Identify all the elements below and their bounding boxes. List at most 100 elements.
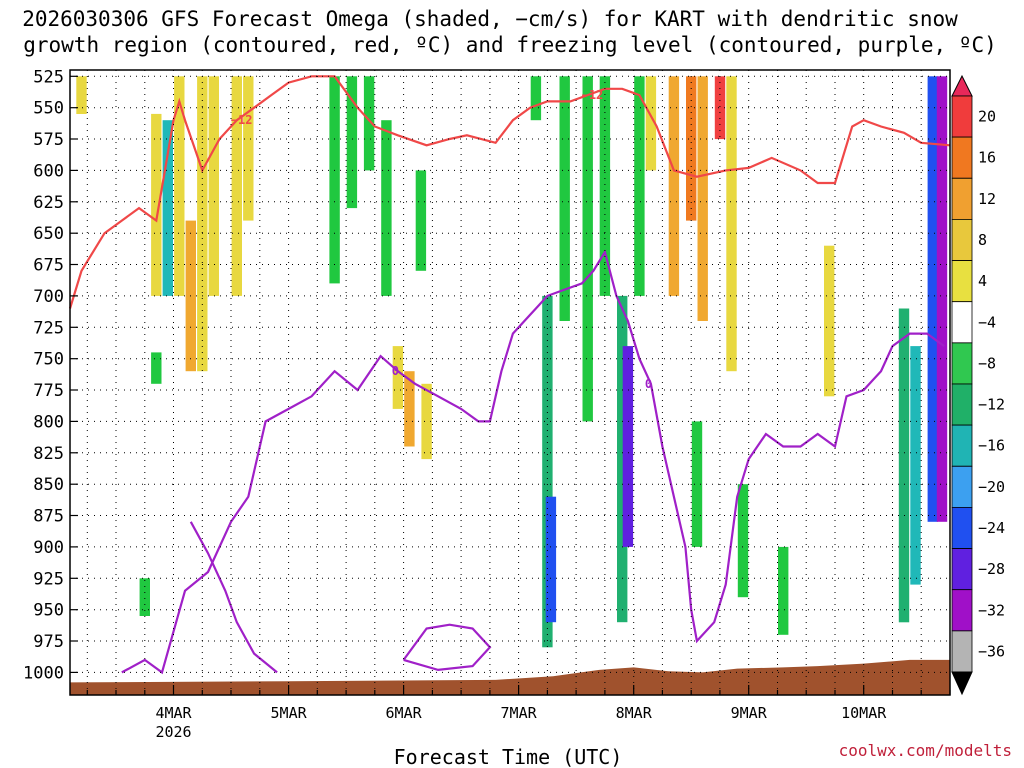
colorbar-label-10: −24 (978, 519, 1005, 537)
omega-cell-36 (778, 546, 789, 635)
omega-cell-37 (824, 245, 835, 397)
colorbar: 20 16 12 8 4 −4 −8 −12 −16 −20 −24 −28 −32 −36 (951, 74, 1005, 696)
omega-cell-8 (243, 76, 254, 221)
omega-cell-16 (404, 371, 415, 447)
freezing-level-lower-contour (189, 521, 278, 674)
colorbar-segment-9 (951, 465, 973, 508)
colorbar-label-13: −36 (978, 642, 1005, 660)
watermark: coolwx.com/modelts (839, 741, 1012, 760)
chart-title-line1: 2026030306 GFS Forecast Omega (shaded, −… (22, 7, 958, 31)
colorbar-segment-5 (951, 301, 973, 344)
colorbar-bottom-arrow (951, 671, 973, 696)
colorbar-label-8: −16 (978, 437, 1005, 455)
colorbar-segment-10 (951, 506, 973, 549)
y-tick-label-950: 950 (33, 601, 64, 621)
dendritic-12C-contour (68, 75, 951, 309)
colorbar-segment-7 (951, 383, 973, 426)
y-tick-label-525: 525 (33, 67, 64, 87)
omega-cell-14 (381, 120, 392, 296)
omega-cell-25 (617, 295, 628, 623)
omega-cell-20 (542, 295, 553, 648)
omega-cell-6 (208, 76, 219, 296)
terrain-ground (70, 659, 950, 695)
colorbar-top-arrow (951, 74, 973, 97)
y-tick-label-575: 575 (33, 130, 64, 150)
y-tick-label-900: 900 (33, 538, 64, 558)
colorbar-label-12: −32 (978, 601, 1005, 619)
colorbar-label-0: 20 (978, 108, 996, 126)
colorbar-label-4: 4 (978, 272, 987, 290)
gridlines (70, 70, 951, 695)
omega-cell-11 (329, 76, 340, 284)
omega-cell-21 (545, 496, 557, 623)
y-tick-label-850: 850 (33, 475, 64, 495)
y-tick-label-775: 775 (33, 381, 64, 401)
y-tick-label-1000: 1000 (23, 663, 64, 683)
y-tick-label-650: 650 (33, 224, 64, 244)
colorbar-segment-4 (951, 260, 973, 303)
colorbar-segment-1 (951, 136, 973, 179)
omega-cell-3 (174, 76, 185, 296)
omega-cell-19 (530, 76, 542, 121)
omega-cell-12 (346, 76, 358, 209)
y-tick-label-800: 800 (33, 412, 64, 432)
plot-frame (69, 69, 951, 696)
omega-cell-5 (197, 76, 208, 372)
omega-cell-34 (691, 421, 703, 547)
omega-cell-0 (76, 76, 87, 114)
omega-cell-23 (582, 76, 593, 422)
omega-cell-7 (231, 76, 242, 296)
y-tick-label-675: 675 (33, 256, 64, 276)
freezing-level-loop-contour (402, 623, 492, 672)
omega-cell-33 (726, 76, 737, 372)
y-tick-label-700: 700 (33, 287, 64, 307)
y-tick-label-725: 725 (33, 318, 64, 338)
colorbar-segment-13 (951, 630, 973, 673)
colorbar-label-11: −28 (978, 560, 1005, 578)
x-tick-label-6MAR: 6MAR (386, 704, 423, 722)
omega-cell-32 (714, 76, 726, 140)
y-tick-label-975: 975 (33, 632, 64, 652)
omega-cell-9 (139, 578, 150, 616)
y-tick-label-925: 925 (33, 569, 64, 589)
omega-cell-29 (668, 76, 680, 296)
colorbar-segment-12 (951, 589, 973, 632)
colorbar-label-5: −4 (978, 313, 996, 331)
colorbar-label-9: −20 (978, 478, 1005, 496)
omega-cell-41 (936, 76, 948, 522)
y-tick-label-550: 550 (33, 99, 64, 119)
colorbar-label-6: −8 (978, 354, 996, 372)
omega-cell-27 (634, 76, 645, 296)
colorbar-segment-3 (951, 218, 973, 261)
x-tick-sublabel: 2026 (155, 723, 191, 741)
colorbar-segment-6 (951, 342, 973, 385)
omega-cell-40 (927, 76, 938, 522)
y-tick-label-625: 625 (33, 193, 64, 213)
omega-cell-24 (599, 76, 611, 296)
chart-title-line2: growth region (contoured, red, ºC) and f… (23, 33, 997, 57)
omega-cell-35 (737, 484, 749, 598)
freezing-level-label-0: 0 (392, 364, 399, 378)
omega-cell-1 (151, 113, 162, 296)
x-tick-label-9MAR: 9MAR (731, 704, 768, 722)
colorbar-label-7: −12 (978, 396, 1005, 414)
dendritic-12C-label-1: −12 (582, 88, 604, 102)
colorbar-segment-8 (951, 424, 973, 467)
x-tick-label-10MAR: 10MAR (841, 704, 887, 722)
terrain-layer (70, 659, 950, 695)
x-tick-label-4MAR: 4MAR (155, 704, 192, 722)
omega-cell-38 (898, 308, 910, 623)
omega-cell-17 (415, 170, 427, 271)
colorbar-label-2: 12 (978, 190, 996, 208)
x-tick-label-7MAR: 7MAR (501, 704, 538, 722)
omega-cell-22 (559, 76, 570, 321)
x-tick-label-5MAR: 5MAR (271, 704, 308, 722)
pressure-axis: 525 550 575 600 625 650 675 700 725 750 775 800 825 8… (23, 67, 78, 683)
omega-cell-31 (697, 76, 708, 321)
colorbar-label-3: 8 (978, 231, 987, 249)
x-tick-label-8MAR: 8MAR (616, 704, 653, 722)
y-tick-label-600: 600 (33, 161, 64, 181)
omega-cell-10 (151, 352, 162, 384)
